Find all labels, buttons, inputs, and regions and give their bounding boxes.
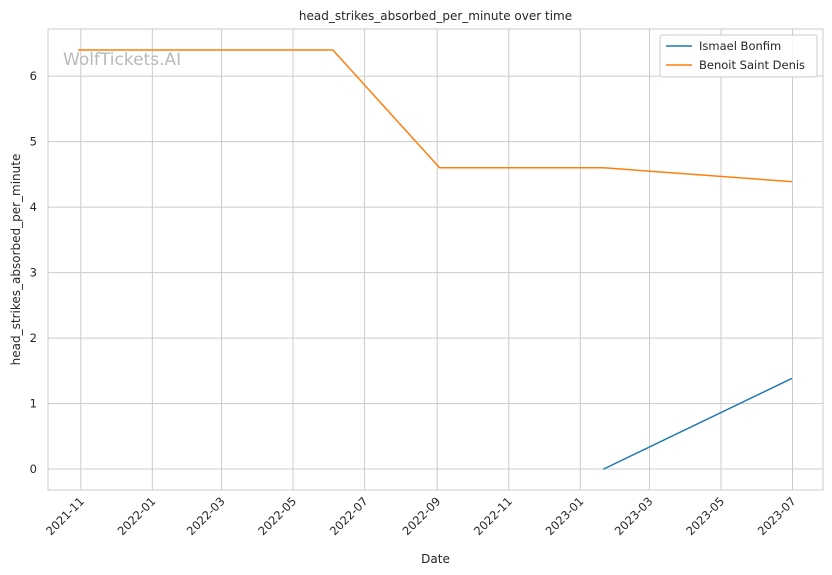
legend: Ismael Bonfim Benoit Saint Denis: [659, 34, 818, 78]
y-tick-label: 6: [30, 69, 37, 83]
y-axis-label: head_strikes_absorbed_per_minute: [9, 154, 23, 366]
x-tick-label: 2023-01: [543, 494, 587, 538]
series-lines: [77, 49, 793, 470]
y-tick-label: 3: [30, 266, 37, 280]
x-tick-label: 2022-01: [115, 494, 159, 538]
series-line-benoit-saint-denis: [77, 49, 793, 183]
y-tick-label: 5: [30, 135, 37, 149]
x-axis-label: Date: [421, 552, 450, 566]
series-line-ismael-bonfim: [602, 377, 793, 470]
x-tick-label: 2022-07: [327, 494, 371, 538]
x-tick-label: 2022-05: [255, 494, 299, 538]
x-tick-label: 2022-03: [184, 494, 228, 538]
chart-title: head_strikes_absorbed_per_minute over ti…: [299, 9, 572, 23]
y-tick-label: 4: [30, 200, 37, 214]
x-tick-label: 2023-07: [755, 494, 799, 538]
x-tick-label: 2023-05: [683, 494, 727, 538]
y-tick-labels: 0 1 2 3 4 5 6: [30, 69, 37, 476]
x-tick-label: 2022-09: [399, 494, 443, 538]
legend-label-benoit-saint-denis: Benoit Saint Denis: [699, 58, 805, 72]
x-tick-label: 2021-11: [43, 494, 87, 538]
y-tick-label: 1: [30, 397, 37, 411]
legend-label-ismael-bonfim: Ismael Bonfim: [699, 39, 781, 53]
x-tick-label: 2022-11: [471, 494, 515, 538]
plot-area: [47, 28, 824, 491]
y-tick-label: 2: [30, 331, 37, 345]
x-tick-labels: 2021-11 2022-01 2022-03 2022-05 2022-07 2022-…: [43, 494, 799, 538]
legend-frame: [659, 34, 818, 78]
x-tick-label: 2023-03: [612, 494, 656, 538]
y-tick-label: 0: [30, 462, 37, 476]
y-gridlines: [48, 75, 823, 470]
watermark-text: WolfTickets.AI: [63, 50, 181, 70]
